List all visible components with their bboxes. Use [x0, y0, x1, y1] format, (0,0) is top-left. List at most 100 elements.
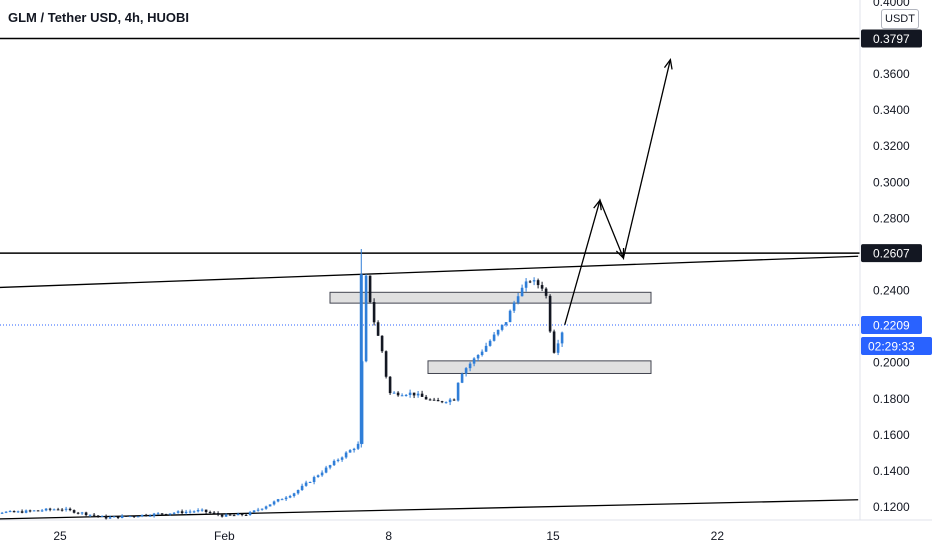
candle-body-135	[504, 322, 508, 325]
candle-body-40	[124, 515, 128, 517]
candle-body-108	[396, 392, 400, 396]
price-label-2: 0.2607	[873, 247, 910, 261]
candle-body-149	[560, 332, 564, 344]
candle-body-37	[112, 516, 116, 518]
price-tick-9: 0.1800	[873, 392, 910, 406]
candle-body-103	[376, 322, 380, 336]
candle-body-11	[8, 511, 12, 513]
candle-body-13	[16, 511, 20, 513]
candle-body-20	[44, 508, 48, 511]
price-tick-6: 0.2800	[873, 211, 910, 225]
candle-body-118	[436, 400, 440, 402]
candle-body-54	[180, 511, 184, 514]
candle-body-109	[400, 395, 404, 397]
price-axis[interactable]: 0.4000 0.3600 0.3400 0.3200 0.3000 0.2800 0.24…	[859, 0, 932, 550]
candle-body-145	[544, 288, 548, 296]
candle-body-131	[488, 340, 492, 346]
projection-arrowhead-3	[663, 57, 673, 70]
candle-body-101	[368, 275, 372, 303]
price-tick-3: 0.3400	[873, 103, 910, 117]
candle-body-84	[300, 485, 304, 491]
candle-body-18	[36, 510, 40, 512]
candle-body-71	[248, 512, 252, 516]
candle-body-12	[12, 511, 16, 513]
candle-body-78	[276, 499, 280, 502]
candle-body-89	[320, 472, 324, 476]
candle-body-117	[432, 399, 436, 401]
candle-body-75	[264, 506, 268, 509]
candle-body-93	[336, 459, 340, 461]
candle-body-35	[104, 515, 108, 519]
candle-body-140	[524, 281, 528, 288]
candles-layer	[0, 249, 564, 520]
time-tick-3: 8	[385, 529, 392, 543]
price-label-bg-1	[861, 29, 922, 48]
candle-body-15	[24, 510, 28, 513]
candle-body-51	[168, 513, 172, 515]
candle-body-28	[76, 512, 80, 514]
candle-body-106	[388, 376, 392, 394]
candle-body-100	[364, 275, 368, 362]
candle-body-98	[356, 443, 360, 449]
candle-body-17	[32, 510, 36, 512]
candle-body-105	[384, 351, 388, 377]
candle-body-143	[536, 280, 540, 286]
candle-body-111	[408, 392, 412, 395]
candle-body-125	[464, 368, 468, 374]
price-labels: 0.3797 0.2607 0.2209 02:29:33	[861, 29, 932, 355]
candle-body-39	[120, 515, 124, 519]
price-label-bg-3	[861, 315, 922, 334]
candle-body-77	[272, 501, 276, 505]
candle-body-25	[64, 508, 68, 510]
candle-body-116	[428, 399, 432, 401]
drawing-layer	[0, 37, 860, 520]
candle-body-82	[292, 493, 296, 497]
candle-body-31	[88, 514, 92, 516]
price-tick-12: 0.1200	[873, 500, 910, 514]
chart-title: GLM / Tether USD, 4h, HUOBI	[8, 10, 190, 25]
candle-body-102	[372, 302, 376, 323]
candle-body-146	[548, 295, 552, 332]
candle-body-24	[60, 509, 64, 511]
candle-body-126	[468, 363, 472, 369]
candle-body-56	[188, 511, 192, 513]
candle-body-46	[148, 515, 152, 517]
candle-body-120	[444, 402, 448, 404]
time-axis[interactable]: 25 Feb 8 15 22	[0, 519, 932, 543]
candle-body-57	[192, 511, 196, 513]
candle-body-148	[556, 343, 560, 353]
candle-body-62	[212, 512, 216, 514]
candle-body-23	[56, 509, 60, 511]
candle-body-72	[252, 510, 256, 513]
currency-button[interactable]: USDT	[881, 9, 919, 29]
candle-body-147	[552, 331, 556, 353]
price-tick-7: 0.2400	[873, 284, 910, 298]
zone-support	[427, 360, 652, 374]
candle-body-85	[304, 482, 308, 486]
price-tick-1: 0.4000	[873, 0, 910, 9]
candle-body-19	[40, 510, 44, 512]
candle-body-36	[108, 517, 112, 519]
price-tick-5: 0.3000	[873, 175, 910, 189]
candle-body-119	[440, 401, 444, 403]
candle-body-90	[324, 467, 328, 473]
trendline-lower	[0, 499, 859, 520]
candle-body-107	[392, 392, 396, 394]
price-label-3: 0.2209	[873, 318, 910, 332]
candle-body-67	[232, 515, 236, 517]
candle-body-68	[236, 513, 240, 516]
candle-body-138	[516, 296, 520, 303]
projection-layer	[564, 57, 673, 325]
price-tick-8: 0.2000	[873, 356, 910, 370]
candle-body-66	[228, 514, 232, 516]
candle-body-47	[152, 513, 156, 516]
candle-body-43	[136, 516, 140, 518]
projection-arrowhead-2	[615, 248, 625, 260]
candle-body-61	[208, 511, 212, 513]
candle-body-92	[332, 460, 336, 466]
candle-body-81	[288, 496, 292, 498]
candle-body-16	[28, 510, 32, 512]
candle-body-9	[0, 512, 4, 514]
candle-body-110	[404, 394, 408, 396]
